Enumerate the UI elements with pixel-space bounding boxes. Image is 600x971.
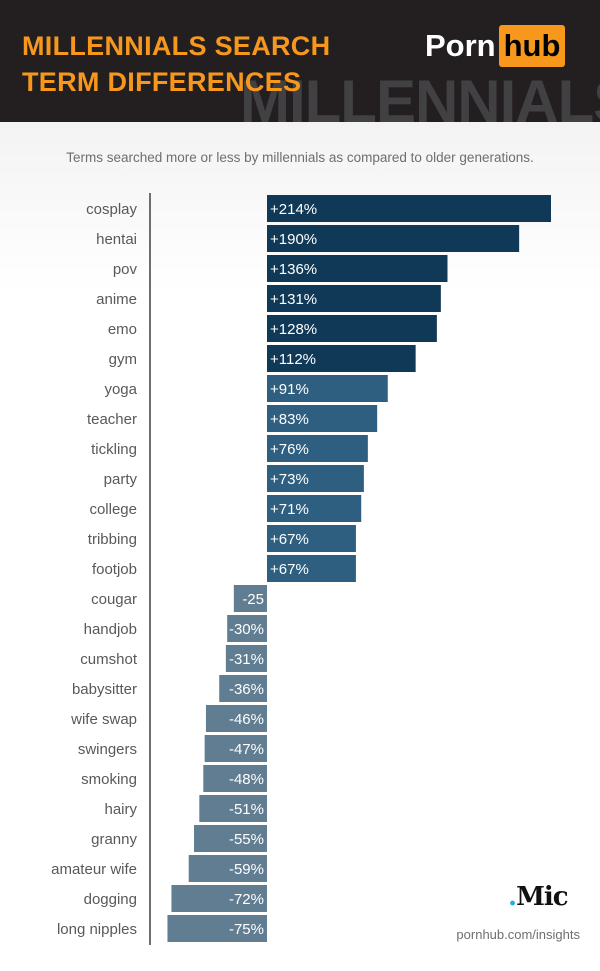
bar-babysitter xyxy=(219,675,267,702)
category-label: anime xyxy=(96,291,137,308)
bar-granny xyxy=(194,825,267,852)
watermark: MILLENNIALS xyxy=(240,68,600,123)
category-label: footjob xyxy=(92,561,137,578)
category-label: cougar xyxy=(91,591,137,608)
category-label: smoking xyxy=(81,771,137,788)
header: MILLENNIALS SEARCH TERM DIFFERENCES MILL… xyxy=(0,0,600,122)
mic-logo: .Mic xyxy=(508,882,569,912)
category-label: hairy xyxy=(104,801,137,818)
data-label: -31% xyxy=(229,651,264,668)
data-label: -72% xyxy=(229,891,264,908)
data-label: -30% xyxy=(229,621,264,638)
data-label: -59% xyxy=(229,861,264,878)
chart-subtitle: Terms searched more or less by millennia… xyxy=(66,150,534,165)
category-label: swingers xyxy=(78,741,137,758)
pornhub-logo: Porn hub xyxy=(425,25,566,67)
category-label: gym xyxy=(109,351,137,368)
data-label: +112% xyxy=(270,351,316,368)
category-label: amateur wife xyxy=(51,861,137,878)
bar-tickling xyxy=(267,435,368,462)
category-label: pov xyxy=(113,261,138,278)
bar-party xyxy=(267,465,364,492)
category-label: yoga xyxy=(104,381,137,398)
data-label: -46% xyxy=(229,711,264,728)
category-label: tribbing xyxy=(88,531,137,548)
data-label: +67% xyxy=(270,531,309,548)
bar-teacher xyxy=(267,405,378,432)
category-label: college xyxy=(89,501,137,518)
data-label: -25 xyxy=(242,591,264,608)
bar-cosplay xyxy=(267,195,551,222)
data-label: +83% xyxy=(270,411,309,428)
bar-anime xyxy=(267,285,441,312)
category-label: cosplay xyxy=(86,201,137,218)
data-label: -55% xyxy=(229,831,264,848)
bar-cumshot xyxy=(225,645,267,672)
data-label: +136% xyxy=(270,261,317,278)
bar-college xyxy=(267,495,362,522)
bar-wife-swap xyxy=(205,705,267,732)
category-label: cumshot xyxy=(80,651,138,668)
category-label: tickling xyxy=(91,441,137,458)
bar-handjob xyxy=(227,615,267,642)
data-label: +190% xyxy=(270,231,317,248)
bar-footjob xyxy=(267,555,356,582)
category-label: babysitter xyxy=(72,681,137,698)
data-label: +71% xyxy=(270,501,309,518)
logo-badge: hub xyxy=(498,25,566,67)
source-link[interactable]: pornhub.com/insights xyxy=(456,927,580,942)
data-label: +91% xyxy=(270,381,309,398)
bar-hairy xyxy=(199,795,267,822)
bar-smoking xyxy=(203,765,267,792)
category-label: long nipples xyxy=(57,921,137,938)
bar-gym xyxy=(267,345,416,372)
bar-cougar xyxy=(233,585,267,612)
bar-long-nipples xyxy=(167,915,267,942)
mic-logo-text: Mic xyxy=(516,882,568,912)
data-label: +214% xyxy=(270,201,317,218)
bar-swingers xyxy=(204,735,267,762)
data-label: -51% xyxy=(229,801,264,818)
data-label: +128% xyxy=(270,321,317,338)
data-label: -47% xyxy=(229,741,264,758)
title-line-2: TERM DIFFERENCES xyxy=(22,67,302,97)
logo-text: Porn xyxy=(425,28,496,63)
category-label: emo xyxy=(108,321,137,338)
data-label: +67% xyxy=(270,561,309,578)
bar-hentai xyxy=(267,225,520,252)
data-label: -75% xyxy=(229,921,264,938)
bar-pov xyxy=(267,255,448,282)
title-line-1: MILLENNIALS SEARCH xyxy=(22,31,331,61)
bar-dogging xyxy=(171,885,267,912)
category-label: handjob xyxy=(84,621,137,638)
category-label: teacher xyxy=(87,411,137,428)
bar-emo xyxy=(267,315,437,342)
page-title: MILLENNIALS SEARCH TERM DIFFERENCES xyxy=(22,28,330,100)
bar-yoga xyxy=(267,375,388,402)
data-label: -48% xyxy=(229,771,264,788)
category-label: dogging xyxy=(84,891,137,908)
bar-amateur-wife xyxy=(188,855,267,882)
data-label: -36% xyxy=(229,681,264,698)
category-label: party xyxy=(104,471,138,488)
bar-tribbing xyxy=(267,525,356,552)
category-label: hentai xyxy=(96,231,137,248)
data-label: +73% xyxy=(270,471,309,488)
category-label: wife swap xyxy=(70,711,137,728)
data-label: +76% xyxy=(270,441,309,458)
category-label: granny xyxy=(91,831,137,848)
data-label: +131% xyxy=(270,291,317,308)
